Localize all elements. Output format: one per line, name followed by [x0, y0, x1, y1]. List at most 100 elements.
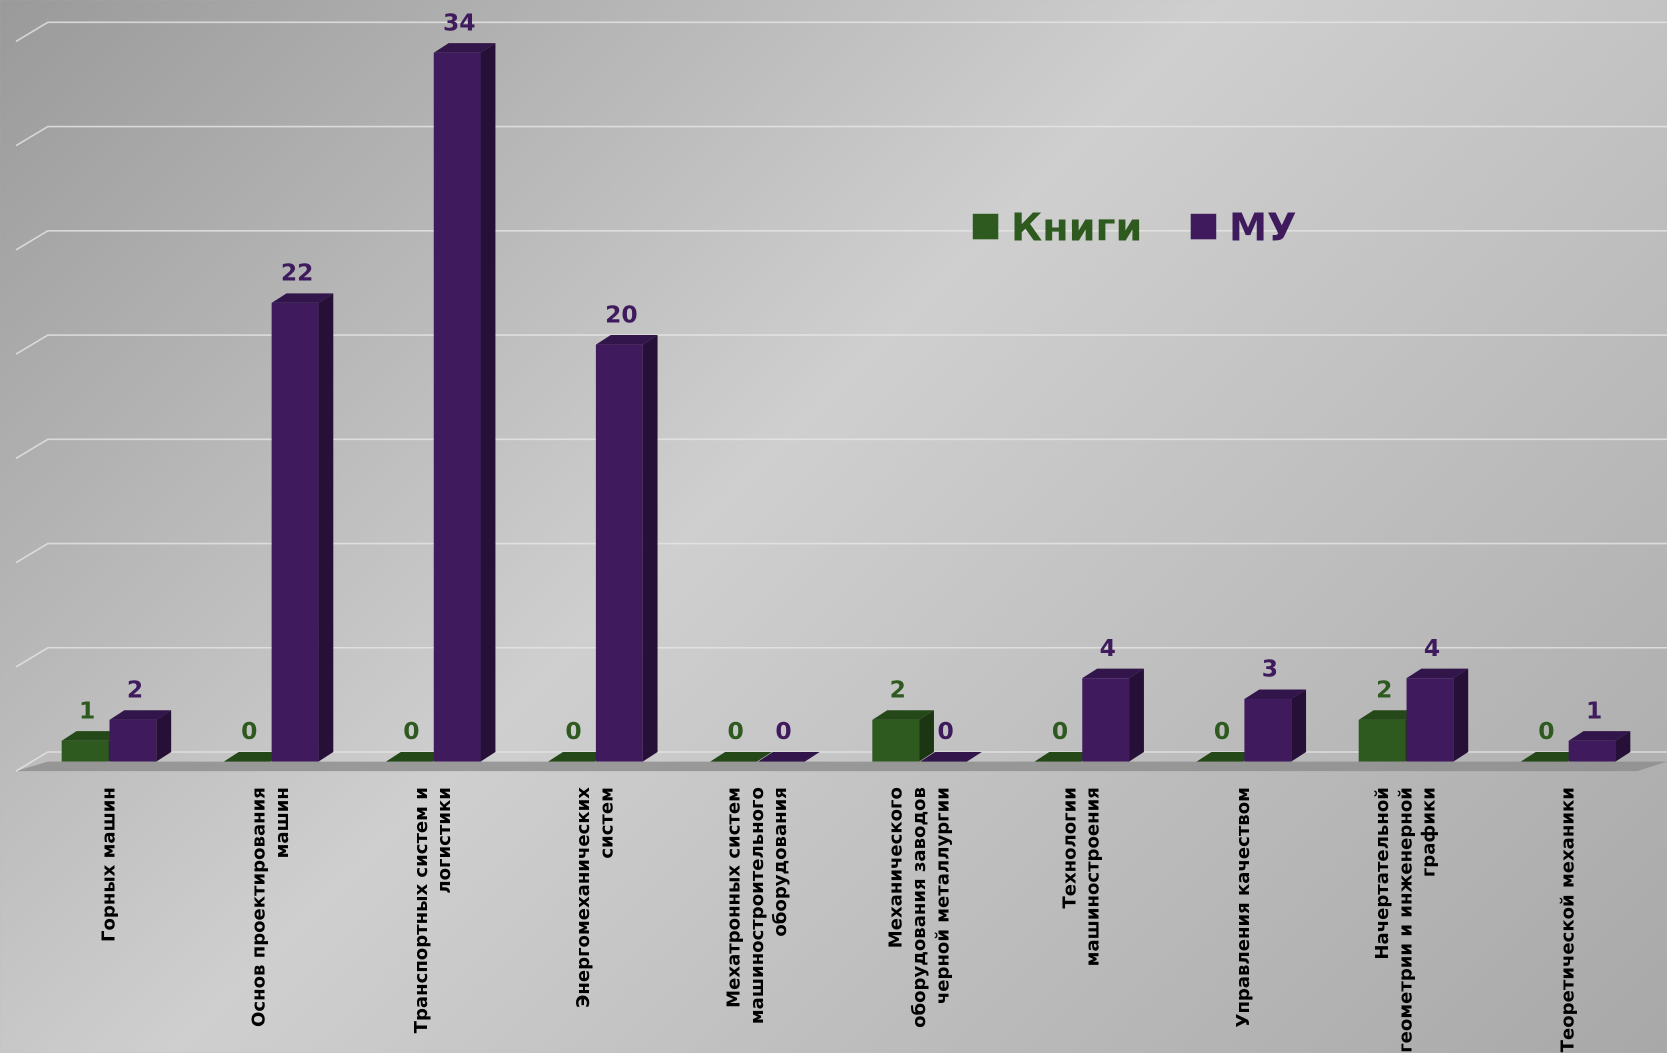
bar [1568, 740, 1616, 762]
value-label: 22 [281, 259, 314, 287]
bar-side [1129, 668, 1144, 762]
bar-top [595, 335, 658, 345]
bar-top [1406, 668, 1469, 679]
grid-line [15, 438, 1667, 460]
value-label: 3 [1262, 655, 1278, 683]
label-line: систем [596, 787, 617, 859]
label-line: оборудования заводов [909, 787, 930, 1028]
label-line: Горных машин [98, 787, 119, 942]
value-label: 0 [1052, 717, 1068, 745]
bar-top [433, 43, 496, 53]
value-label: 2 [890, 676, 906, 704]
grid-line [15, 542, 1667, 564]
label-line: графики [1419, 787, 1440, 877]
bar-side [1615, 731, 1631, 762]
label-line: черной металлургии [932, 787, 953, 1004]
bar [872, 719, 920, 762]
bar-top [1520, 751, 1583, 762]
bar [1244, 699, 1292, 762]
bar-side [642, 335, 658, 762]
label-line: машин [272, 787, 293, 858]
bar-side [480, 43, 496, 762]
bar [1358, 719, 1406, 762]
label-line: Энергомеханических [573, 787, 594, 1008]
bar-side [318, 293, 334, 762]
x-tick-label: Горных машин [98, 787, 119, 942]
x-tick-label: Основ проектирования машин [249, 787, 293, 1027]
value-label: 20 [605, 300, 638, 328]
x-tick-label: Механического оборудования заводов черной … [886, 787, 954, 1028]
label-line: машиностроительного [747, 787, 768, 1024]
x-tick-label: Энергомеханических систем [573, 787, 617, 1008]
value-label: 0 [565, 717, 581, 745]
bar-side [919, 710, 934, 762]
value-label: 0 [403, 717, 419, 745]
label-line: логистики [434, 787, 455, 894]
x-tick-label: Начертательной геометрии и инженерной граф… [1372, 787, 1440, 1053]
value-label: 0 [938, 717, 954, 745]
label-line: машиностроения [1083, 787, 1104, 966]
value-label: 4 [1100, 634, 1116, 662]
grid-line [15, 21, 1667, 43]
bar-top [223, 751, 286, 762]
value-label: 2 [1376, 676, 1392, 704]
grid-line [15, 334, 1667, 355]
bar-top [385, 751, 448, 762]
label-line: оборудования [770, 787, 791, 937]
bar-side [1291, 689, 1307, 762]
x-tick-label: Теоретической механики [1557, 787, 1578, 1052]
label-line: Транспортных систем и [411, 787, 432, 1033]
bar-side [156, 710, 172, 762]
bar [1082, 678, 1130, 762]
bar-side [1453, 668, 1469, 762]
x-tick-label: Транспортных систем и логистики [411, 787, 455, 1033]
bar-top [548, 751, 610, 762]
label-line: Управления качеством [1233, 787, 1254, 1027]
bar [595, 344, 643, 762]
value-label: 2 [127, 676, 143, 704]
grid-line [15, 646, 1667, 668]
bar-top [271, 293, 334, 303]
bar-top [920, 751, 982, 762]
value-label: 1 [1586, 696, 1602, 724]
bar-top [61, 731, 124, 741]
value-label: 0 [728, 717, 744, 745]
value-label: 0 [241, 717, 257, 745]
value-label: 0 [1214, 717, 1230, 745]
bar-top [1196, 751, 1259, 762]
label-line: Основ проектирования [249, 787, 270, 1027]
legend-swatch [1190, 213, 1217, 240]
label-line: Технологии [1059, 787, 1080, 909]
grid-line [15, 125, 1667, 147]
bar [433, 52, 481, 762]
bar-top [872, 710, 934, 720]
bar [271, 302, 319, 762]
label-line: Механического [886, 787, 907, 948]
label-line: Теоретической механики [1557, 787, 1578, 1052]
bar-top [1568, 731, 1631, 741]
x-tick-label: Мехатронных систем машиностроительного обо… [723, 787, 791, 1024]
bar-top [1082, 668, 1144, 679]
value-label: 0 [775, 717, 791, 745]
value-label: 1 [79, 696, 95, 724]
grid-line [15, 230, 1667, 251]
x-tick-label: Управления качеством [1233, 787, 1254, 1027]
bar-top [710, 751, 772, 762]
bar [1406, 678, 1454, 762]
value-label: 34 [443, 8, 476, 36]
label-line: геометрии и инженерной [1395, 787, 1416, 1053]
bar [109, 719, 157, 762]
bar-top [1244, 689, 1307, 700]
value-label: 4 [1424, 634, 1440, 662]
bar-top [758, 751, 820, 762]
label-line: Мехатронных систем [723, 787, 744, 1008]
floor [15, 761, 1667, 772]
legend-swatch [972, 213, 999, 240]
legend-label: Книги [1011, 205, 1142, 250]
legend-label: МУ [1229, 205, 1297, 250]
x-tick-label: Технологии машиностроения [1059, 787, 1103, 966]
value-label: 0 [1538, 717, 1554, 745]
bar-top [1358, 710, 1421, 720]
